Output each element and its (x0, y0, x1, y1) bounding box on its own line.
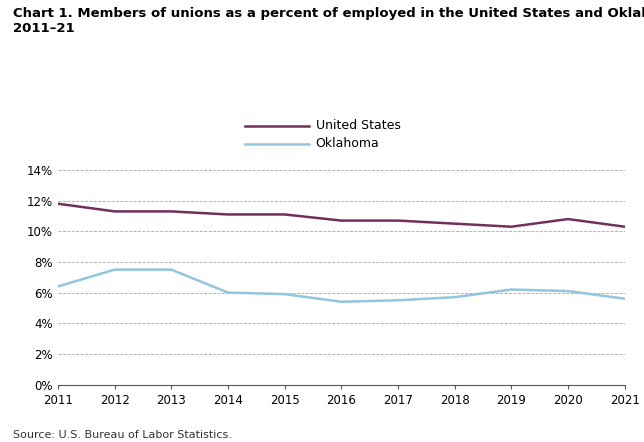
United States (337, 218, 345, 223)
United States (507, 224, 515, 229)
United States (621, 224, 629, 229)
Text: Oklahoma: Oklahoma (316, 137, 379, 150)
United States (451, 221, 459, 226)
Oklahoma (337, 299, 345, 305)
United States (167, 209, 175, 214)
Oklahoma (564, 289, 572, 294)
Oklahoma (167, 267, 175, 272)
Oklahoma (451, 294, 459, 300)
Oklahoma (281, 291, 289, 297)
United States (111, 209, 118, 214)
Text: United States: United States (316, 119, 401, 133)
Oklahoma (224, 290, 232, 295)
Oklahoma (507, 287, 515, 292)
Oklahoma (394, 297, 402, 303)
Oklahoma (621, 296, 629, 301)
Text: Source: U.S. Bureau of Labor Statistics.: Source: U.S. Bureau of Labor Statistics. (13, 430, 232, 440)
Line: Oklahoma: Oklahoma (58, 270, 625, 302)
Oklahoma (111, 267, 118, 272)
Oklahoma (54, 284, 62, 289)
United States (394, 218, 402, 223)
United States (224, 212, 232, 217)
Line: United States: United States (58, 204, 625, 227)
United States (54, 201, 62, 206)
Text: Chart 1. Members of unions as a percent of employed in the United States and Okl: Chart 1. Members of unions as a percent … (13, 7, 644, 34)
United States (281, 212, 289, 217)
United States (564, 217, 572, 222)
